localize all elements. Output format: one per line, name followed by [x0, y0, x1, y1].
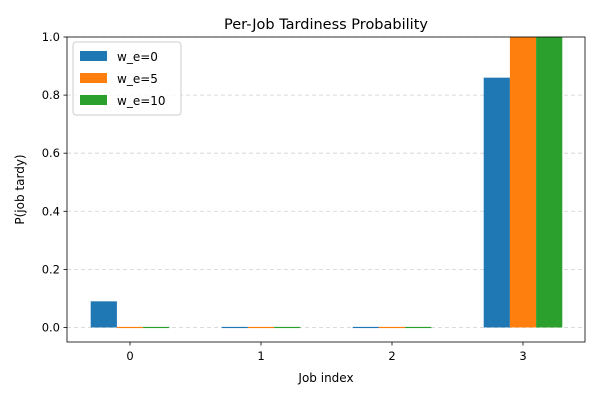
legend-items: w_e=0 w_e=5 w_e=10 [80, 50, 166, 108]
y-tick-label: 0.4 [42, 204, 60, 218]
legend-swatch [80, 73, 107, 83]
y-tick-label: 0.6 [42, 146, 60, 160]
bar-w_e=5-job-3 [509, 37, 537, 328]
y-axis-label: P(job tardy) [13, 154, 27, 224]
y-ticks: 0.0 0.2 0.4 0.6 0.8 1.0 [42, 30, 67, 334]
bars-layer [90, 37, 563, 329]
x-tick-label: 0 [126, 349, 133, 363]
bar-w_e=5-job-0 [116, 326, 144, 329]
x-tick-label: 3 [519, 349, 526, 363]
bar-w_e=0-job-3 [483, 77, 510, 328]
bar-w_e=0-job-0 [90, 301, 117, 328]
bar-w_e=5-job-1 [247, 326, 275, 329]
legend-label: w_e=0 [117, 50, 158, 64]
legend: w_e=0 w_e=5 w_e=10 [72, 41, 182, 116]
bar-w_e=10-job-3 [536, 37, 563, 328]
bar-w_e=5-job-2 [378, 326, 406, 329]
x-axis-label: Job index [297, 371, 353, 385]
bar-w_e=10-job-0 [143, 326, 170, 329]
bar-w_e=0-job-1 [221, 326, 248, 329]
x-tick-label: 2 [388, 349, 395, 363]
y-tick-label: 1.0 [42, 30, 60, 44]
legend-swatch [80, 95, 107, 105]
y-tick-label: 0.2 [42, 262, 60, 276]
chart-title: Per-Job Tardiness Probability [224, 17, 428, 33]
bar-w_e=0-job-2 [352, 326, 379, 329]
legend-swatch [80, 51, 107, 61]
y-tick-label: 0.8 [42, 88, 60, 102]
x-tick-label: 1 [257, 349, 264, 363]
bar-w_e=10-job-1 [274, 326, 301, 329]
plot-frame [66, 36, 586, 343]
legend-label: w_e=10 [117, 94, 166, 108]
legend-label: w_e=5 [117, 72, 158, 86]
x-ticks: 0 1 2 3 [126, 342, 527, 363]
y-tick-label: 0.0 [42, 320, 60, 334]
bar-w_e=10-job-2 [405, 326, 432, 329]
